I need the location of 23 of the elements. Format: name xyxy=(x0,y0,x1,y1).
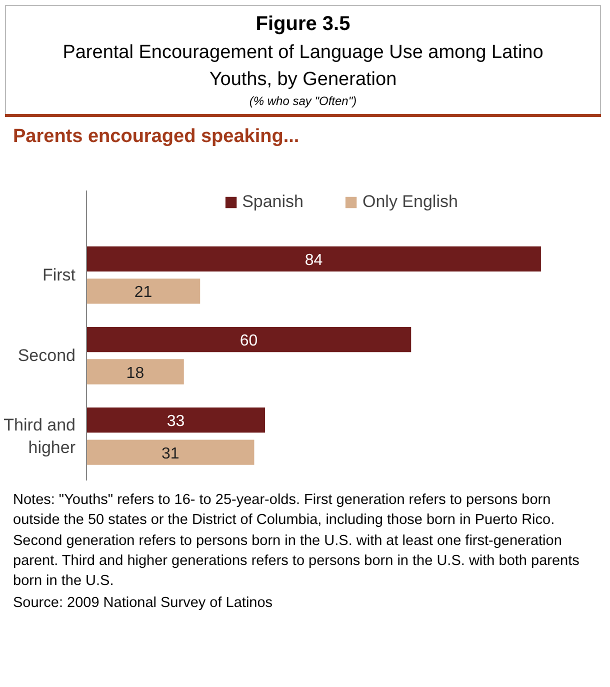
data-label: 21 xyxy=(134,284,152,302)
source-note: Source: 2009 National Survey of Latinos xyxy=(13,594,274,614)
data-label: 84 xyxy=(304,252,323,269)
data-label: 31 xyxy=(161,445,180,462)
chart-subtitle: Parental Encouragement of Language Use among Latino Youths, by Generation xyxy=(62,40,544,92)
data-label: 60 xyxy=(240,332,258,350)
y-tick-label: Second xyxy=(18,346,76,366)
bar xyxy=(86,359,184,384)
bar xyxy=(86,246,541,272)
text: Parents encouraged speaking... xyxy=(5,114,601,150)
bar xyxy=(86,440,254,465)
bar xyxy=(86,278,200,304)
bar xyxy=(86,326,412,352)
bar xyxy=(86,408,266,433)
data-label: 33 xyxy=(166,413,185,430)
legend-label: Spanish xyxy=(242,192,304,212)
y-tick-label: First xyxy=(42,266,76,285)
legend-label: Only English xyxy=(362,192,458,212)
data-label: 18 xyxy=(126,364,144,382)
text: Notes: "Youths" refers to 16- to 25-year-olds. First generation refers to persons born outside the 50 states or the District of Columbia, including those born in Puerto Rico. Second generation refers to persons born in the U.S. with at least one first-generation parent. Third and higher generations refers to persons born in the U.S. with both parents born in the U.S. xyxy=(13,491,580,592)
text: (% who say "Often") xyxy=(248,92,358,110)
y-tick-label: Third and higher xyxy=(4,415,76,458)
chart-title: Figure 3.5 xyxy=(254,12,352,37)
